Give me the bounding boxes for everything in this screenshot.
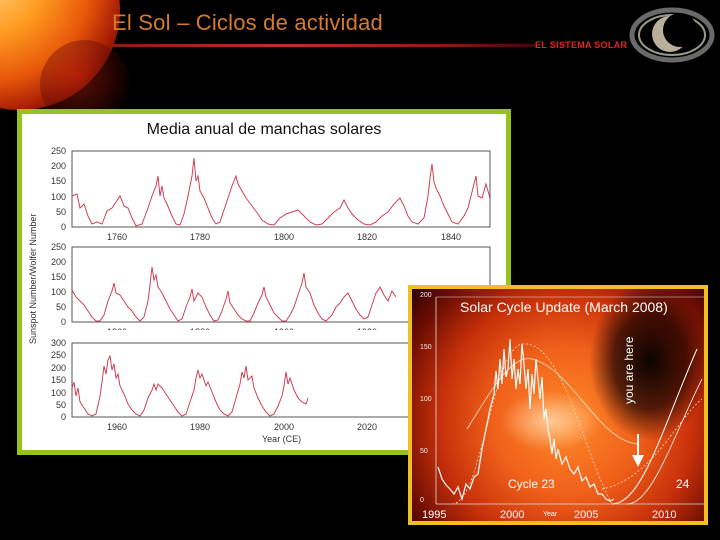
ytick: 250 xyxy=(51,242,66,252)
ytick: 50 xyxy=(56,302,66,312)
ytick: 50 xyxy=(56,400,66,410)
you-are-here-annotation: you are here xyxy=(622,336,636,404)
xtick: 1980 xyxy=(190,422,210,432)
inset-ytick: 50 xyxy=(420,448,428,455)
xtick: 1800 xyxy=(274,232,294,241)
inset-ytick: 200 xyxy=(420,292,432,299)
xtick: 2000 xyxy=(274,422,294,432)
ytick: 50 xyxy=(56,207,66,217)
ytick: 200 xyxy=(51,161,66,171)
ytick: 300 xyxy=(51,338,66,348)
xtick: 1880 xyxy=(190,327,210,330)
inset-xtick: 2005 xyxy=(574,509,599,521)
ytick: 100 xyxy=(51,192,66,202)
sun-xray-background-image xyxy=(412,289,704,521)
inset-x-axis-label: Year xyxy=(543,511,558,518)
monthly-sunspot-line xyxy=(437,338,615,502)
xtick: 1760 xyxy=(107,232,127,241)
brand-label: EL SISTEMA SOLAR xyxy=(535,40,628,50)
ytick: 0 xyxy=(61,222,66,232)
xtick: 1860 xyxy=(107,327,127,330)
ytick: 0 xyxy=(61,412,66,422)
xtick: 1920 xyxy=(357,327,377,330)
xtick: 1960 xyxy=(107,422,127,432)
sunspot-series-line xyxy=(71,266,397,322)
inset-xtick: 1995 xyxy=(422,509,447,521)
chart-title: Media anual de manchas solares xyxy=(146,121,382,138)
inset-ytick: 0 xyxy=(420,497,424,504)
ytick: 150 xyxy=(51,176,66,186)
sunspot-series-line xyxy=(71,157,491,227)
x-axis-label: Year (CE) xyxy=(262,434,302,444)
sunspot-series-line xyxy=(71,354,309,417)
ytick: 100 xyxy=(51,287,66,297)
cycle-24-label: 24 xyxy=(676,477,690,491)
inset-ytick: 100 xyxy=(420,396,432,403)
title-divider xyxy=(112,44,537,47)
solar-cycle-update-inset: Solar Cycle Update (March 2008) you are … xyxy=(408,285,708,525)
xtick: 1820 xyxy=(357,232,377,241)
ytick: 250 xyxy=(51,350,66,360)
saturn-logo-icon xyxy=(629,7,715,63)
xtick: 1840 xyxy=(441,232,461,241)
xtick: 2020 xyxy=(357,422,377,432)
inset-plot xyxy=(435,296,704,505)
slide-title: El Sol – Ciclos de actividad xyxy=(112,10,383,35)
inset-ytick: 150 xyxy=(420,344,432,351)
xtick: 1900 xyxy=(274,327,294,330)
ytick: 150 xyxy=(51,272,66,282)
ytick: 0 xyxy=(61,317,66,327)
inset-xtick: 2000 xyxy=(500,509,525,521)
ytick: 150 xyxy=(51,375,66,385)
cycle-23-label: Cycle 23 xyxy=(508,477,555,491)
ytick: 200 xyxy=(51,363,66,373)
ytick: 200 xyxy=(51,257,66,267)
xtick: 1780 xyxy=(190,232,210,241)
ytick: 250 xyxy=(51,146,66,156)
ytick: 100 xyxy=(51,388,66,398)
inset-title: Solar Cycle Update (March 2008) xyxy=(460,299,668,315)
inset-xtick: 2010 xyxy=(652,509,677,521)
